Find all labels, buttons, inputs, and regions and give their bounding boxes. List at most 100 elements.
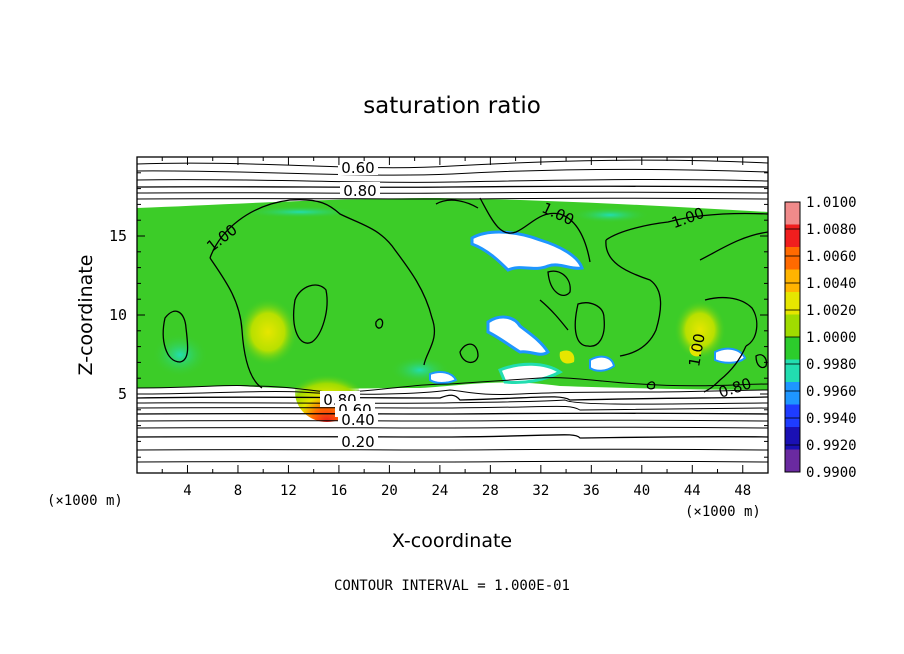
x-unit-label: (×1000 m) bbox=[685, 504, 761, 520]
x-tick-label: 12 bbox=[280, 483, 297, 499]
x-tick-label: 4 bbox=[183, 483, 191, 499]
field-patch-yellow bbox=[674, 300, 726, 360]
field-patch-cyan bbox=[240, 206, 360, 218]
y-axis: 5 10 15 bbox=[109, 172, 768, 458]
contour-line bbox=[137, 178, 768, 183]
contour-label: 0.80 bbox=[340, 182, 380, 200]
saturation-contours bbox=[162, 197, 768, 393]
contour-line bbox=[209, 257, 263, 389]
contour-line bbox=[137, 419, 768, 422]
plot-area bbox=[137, 157, 768, 473]
contour-line bbox=[137, 394, 768, 401]
colorbar-level-label: 1.0080 bbox=[806, 222, 857, 238]
colorbar-level-label: 1.0060 bbox=[806, 249, 857, 265]
y-tick-label: 5 bbox=[118, 385, 127, 403]
contour-line bbox=[137, 448, 768, 451]
contour-line bbox=[137, 197, 768, 200]
contour-line bbox=[137, 399, 768, 405]
contour-line bbox=[137, 377, 768, 393]
contour-label-text: 1.00 bbox=[685, 332, 709, 368]
contour-label: 0.40 bbox=[338, 411, 378, 429]
colorbar-level-label: 0.9900 bbox=[806, 465, 857, 481]
dry-patch bbox=[429, 371, 458, 384]
colorbar-swatch bbox=[785, 337, 800, 360]
colorbar-level-label: 1.0040 bbox=[806, 276, 857, 292]
colorbar-swatch bbox=[785, 449, 800, 473]
contour-labels: 0.600.801.001.00 1.001.000.800.600.400.20… bbox=[203, 159, 754, 451]
contour-line bbox=[137, 185, 768, 188]
contour-line bbox=[137, 159, 768, 169]
colorbar-swatch bbox=[785, 427, 800, 450]
field-patch-cyan bbox=[570, 207, 650, 223]
x-tick-label: 16 bbox=[330, 483, 347, 499]
dry-patch bbox=[486, 315, 551, 356]
contour-line bbox=[459, 343, 479, 363]
contour-label-bg bbox=[340, 182, 380, 198]
contour-interval-text: CONTOUR INTERVAL = 1.000E-01 bbox=[334, 578, 570, 594]
chart-title: saturation ratio bbox=[363, 93, 541, 119]
moist-patch bbox=[559, 350, 575, 364]
contour-line bbox=[137, 434, 768, 439]
y-tick-label: 15 bbox=[109, 227, 127, 245]
lower-contours bbox=[137, 377, 768, 463]
contour-line bbox=[539, 299, 569, 331]
contour-line bbox=[605, 212, 768, 241]
dry-patch bbox=[714, 347, 747, 364]
x-tick-label: 48 bbox=[734, 483, 751, 499]
field-patch-cyan bbox=[152, 333, 208, 377]
contour-line bbox=[137, 412, 768, 415]
contour-line bbox=[755, 354, 768, 369]
contour-label: 0.60 bbox=[338, 159, 378, 177]
x-tick-label: 24 bbox=[431, 483, 448, 499]
contour-line bbox=[293, 284, 328, 344]
colorbar-swatch bbox=[785, 382, 800, 405]
contour-line bbox=[137, 389, 768, 396]
colorbar-level-label: 0.9960 bbox=[806, 384, 857, 400]
contour-line bbox=[646, 381, 656, 390]
contour-line bbox=[137, 168, 768, 176]
contour-label: 1.00 bbox=[685, 332, 709, 368]
x-tick-label: 28 bbox=[482, 483, 499, 499]
upper-contours bbox=[137, 159, 768, 200]
colorbar-swatch bbox=[785, 202, 800, 225]
contour-line bbox=[703, 345, 747, 393]
colorbar-level-label: 0.9940 bbox=[806, 411, 857, 427]
x-axis-label: X-coordinate bbox=[392, 530, 512, 552]
y-axis-label: Z-coordinate bbox=[75, 255, 97, 376]
colorbar-swatch bbox=[785, 314, 800, 338]
x-tick-label: 44 bbox=[684, 483, 701, 499]
colorbar-swatch bbox=[785, 404, 800, 428]
contour-line bbox=[435, 199, 479, 209]
contour-line bbox=[137, 405, 768, 411]
contour-line bbox=[375, 318, 384, 329]
contour-label-text: 0.60 bbox=[341, 159, 374, 177]
x-tick-label: 32 bbox=[532, 483, 549, 499]
contour-line bbox=[605, 239, 662, 357]
dry-patch bbox=[470, 230, 584, 272]
colorbar-level-label: 0.9920 bbox=[806, 438, 857, 454]
x-tick-label: 8 bbox=[234, 483, 242, 499]
colorbar-level-label: 1.0100 bbox=[806, 195, 857, 211]
contour-line bbox=[209, 199, 436, 366]
y-unit-label: (×1000 m) bbox=[47, 493, 123, 509]
contour-line bbox=[162, 310, 189, 363]
colorbar-swatch bbox=[785, 224, 800, 248]
moist-patch bbox=[689, 344, 702, 357]
contour-line bbox=[137, 426, 768, 429]
x-tick-label: 36 bbox=[583, 483, 600, 499]
contour-label-bg bbox=[338, 433, 378, 449]
colorbar-swatch bbox=[785, 359, 800, 383]
field-patch-yellow bbox=[238, 298, 298, 366]
contour-label-text: 0.80 bbox=[343, 182, 376, 200]
contour-label: 0.20 bbox=[338, 433, 378, 451]
contour-line bbox=[137, 460, 768, 463]
colorbar-swatch bbox=[785, 247, 800, 270]
contour-label-text: 0.20 bbox=[341, 433, 374, 451]
contour-label-bg bbox=[338, 411, 378, 427]
colorbar-level-label: 1.0000 bbox=[806, 330, 857, 346]
contour-line bbox=[704, 296, 758, 347]
dry-patch bbox=[589, 355, 616, 372]
colorbar: 1.0100 1.0080 1.0060 1.0040 1.0020 1.0000 0.99… bbox=[784, 195, 857, 481]
contour-line bbox=[699, 231, 768, 261]
